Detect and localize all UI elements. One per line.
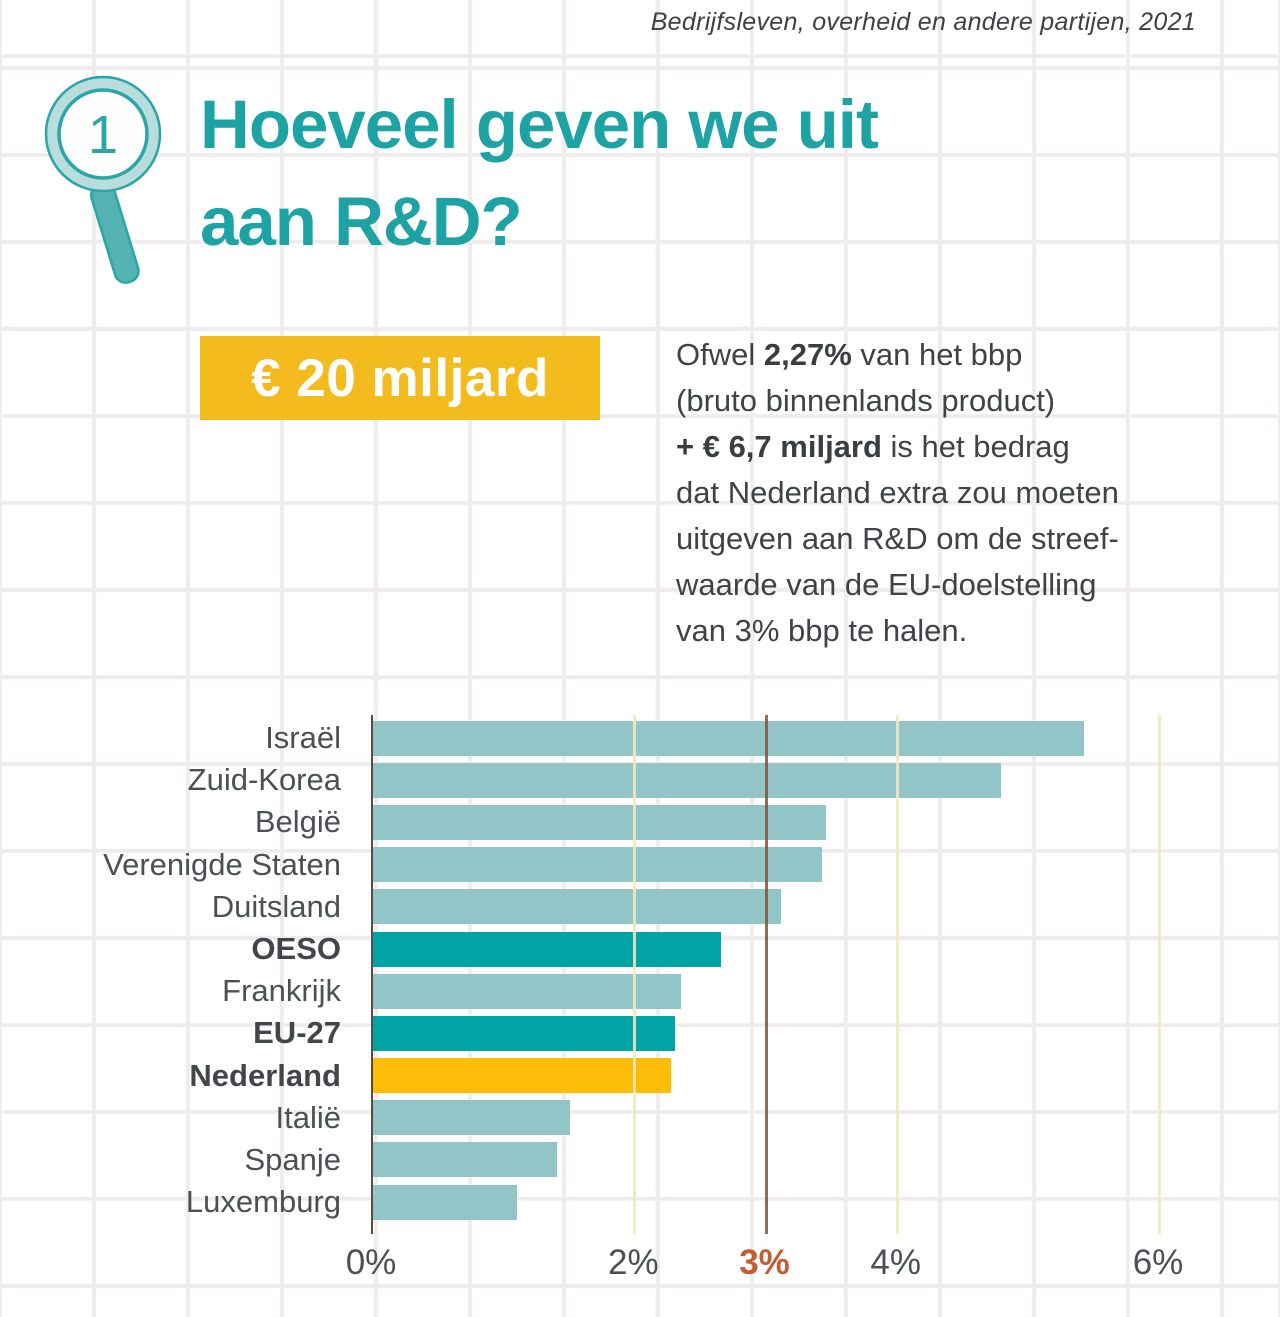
bar-label: Duitsland bbox=[211, 888, 341, 924]
chart-row-oeso: OESO bbox=[0, 928, 1280, 970]
bar-oeso bbox=[373, 931, 721, 967]
bar-zuid-korea bbox=[373, 762, 1002, 798]
x-tick-4pct: 4% bbox=[870, 1243, 921, 1282]
bar-italie bbox=[373, 1100, 570, 1136]
bar-label: Zuid-Korea bbox=[187, 762, 341, 798]
bar-label: Spanje bbox=[244, 1141, 341, 1177]
x-tick-3pct: 3% bbox=[739, 1243, 790, 1282]
page-title: Hoeveel geven we uit aan R&D? bbox=[200, 76, 879, 270]
intro-line: van 3% bbp te halen. bbox=[676, 613, 968, 648]
intro-line: waarde van de EU-doelstelling bbox=[676, 567, 1097, 602]
bar-verenigde-staten bbox=[373, 847, 822, 883]
chart-row-eu-27: EU-27 bbox=[0, 1012, 1280, 1054]
x-axis: 0% 2% 3% 4% 6% bbox=[0, 1243, 1280, 1289]
bar-frankrijk bbox=[373, 973, 682, 1009]
title-line-1: Hoeveel geven we uit bbox=[200, 86, 879, 163]
bar-label: Nederland bbox=[189, 1057, 341, 1093]
chart-row-nederland: Nederland bbox=[0, 1055, 1280, 1097]
bar-label: Verenigde Staten bbox=[103, 846, 341, 882]
chart-row-israel: Israël bbox=[0, 717, 1280, 759]
chart-row-verenigde-staten: Verenigde Staten bbox=[0, 844, 1280, 886]
magnifier-lens bbox=[57, 88, 149, 180]
rd-spending-bar-chart: Israël Zuid-Korea België Verenigde State… bbox=[0, 715, 1280, 1295]
x-tick-6pct: 6% bbox=[1132, 1243, 1184, 1282]
chart-row-italie: Italië bbox=[0, 1097, 1280, 1139]
x-tick-2pct: 2% bbox=[608, 1243, 659, 1282]
bar-luxemburg bbox=[373, 1184, 518, 1220]
intro-paragraph: Ofwel 2,27% van het bbp (bruto binnenlan… bbox=[676, 332, 1206, 654]
bar-eu-27 bbox=[373, 1015, 675, 1051]
amount-badge: € 20 miljard bbox=[200, 336, 600, 420]
amount-badge-text: € 20 miljard bbox=[251, 348, 549, 408]
bar-label: België bbox=[254, 804, 341, 840]
title-line-2: aan R&D? bbox=[200, 183, 523, 260]
magnifier-handle bbox=[89, 182, 140, 284]
source-note: Bedrijfsleven, overheid en andere partij… bbox=[650, 8, 1196, 36]
chart-row-duitsland: Duitsland bbox=[0, 886, 1280, 928]
bar-label: OESO bbox=[251, 931, 341, 967]
chart-row-belgie: België bbox=[0, 801, 1280, 843]
magnifier-icon: 1 bbox=[44, 75, 162, 284]
bar-label: EU-27 bbox=[253, 1015, 341, 1051]
intro-line: + € 6,7 miljard is het bedrag bbox=[676, 429, 1070, 464]
bar-label: Israël bbox=[265, 720, 341, 756]
chart-row-frankrijk: Frankrijk bbox=[0, 970, 1280, 1012]
section-number: 1 bbox=[88, 105, 118, 165]
bar-label: Frankrijk bbox=[222, 973, 341, 1009]
bar-label: Italië bbox=[275, 1099, 341, 1135]
bar-label: Luxemburg bbox=[185, 1184, 341, 1220]
chart-row-luxemburg: Luxemburg bbox=[0, 1181, 1280, 1223]
bar-duitsland bbox=[373, 889, 781, 925]
bar-spanje bbox=[373, 1142, 557, 1178]
bar-belgie bbox=[373, 804, 826, 840]
x-tick-0pct: 0% bbox=[345, 1243, 397, 1282]
intro-line: uitgeven aan R&D om de streef- bbox=[676, 521, 1119, 556]
intro-line: (bruto binnenlands product) bbox=[676, 383, 1056, 418]
bar-nederland bbox=[373, 1058, 671, 1094]
chart-rows: Israël Zuid-Korea België Verenigde State… bbox=[0, 717, 1280, 1223]
intro-line: dat Nederland extra zou moeten bbox=[676, 475, 1119, 510]
chart-row-zuid-korea: Zuid-Korea bbox=[0, 759, 1280, 801]
bar-israel bbox=[373, 720, 1084, 756]
chart-row-spanje: Spanje bbox=[0, 1139, 1280, 1181]
intro-line: Ofwel 2,27% van het bbp bbox=[676, 337, 1023, 372]
